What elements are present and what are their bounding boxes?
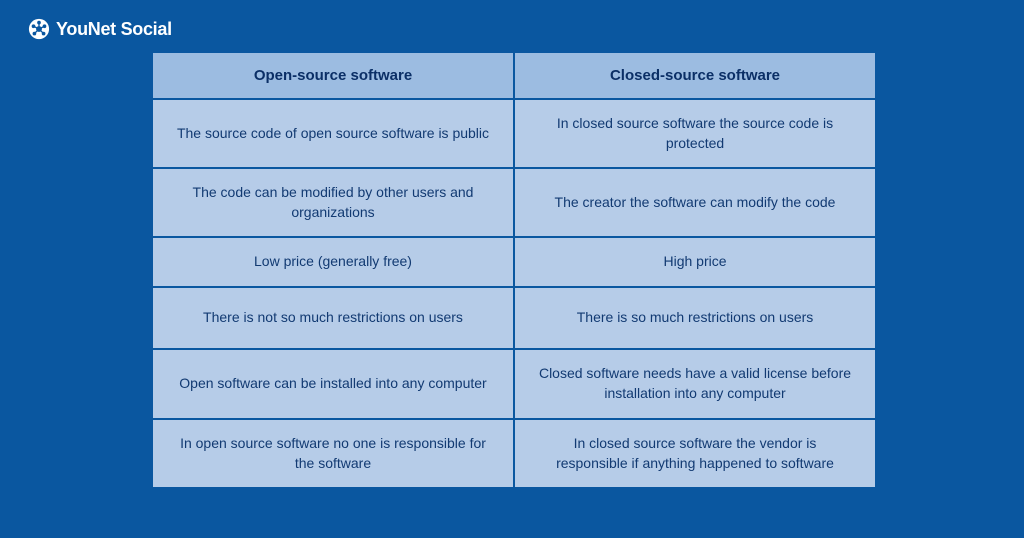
- cell-open-source: Open software can be installed into any …: [152, 349, 514, 419]
- cell-closed-source: In closed source software the vendor is …: [514, 419, 876, 488]
- brand-name: YouNet Social: [56, 19, 172, 40]
- cell-closed-source: The creator the software can modify the …: [514, 168, 876, 237]
- cell-open-source: The code can be modified by other users …: [152, 168, 514, 237]
- column-header-closed-source: Closed-source software: [514, 52, 876, 99]
- table-row: There is not so much restrictions on use…: [152, 287, 876, 349]
- table-row: The source code of open source software …: [152, 99, 876, 168]
- cell-open-source: In open source software no one is respon…: [152, 419, 514, 488]
- cell-open-source: The source code of open source software …: [152, 99, 514, 168]
- cell-closed-source: High price: [514, 237, 876, 287]
- table-row: The code can be modified by other users …: [152, 168, 876, 237]
- comparison-table: Open-source software Closed-source softw…: [152, 52, 876, 488]
- table-row: Low price (generally free) High price: [152, 237, 876, 287]
- table-header-row: Open-source software Closed-source softw…: [152, 52, 876, 99]
- column-header-open-source: Open-source software: [152, 52, 514, 99]
- cell-open-source: Low price (generally free): [152, 237, 514, 287]
- brand-logo: YouNet Social: [28, 18, 172, 40]
- cell-closed-source: There is so much restrictions on users: [514, 287, 876, 349]
- cell-closed-source: Closed software needs have a valid licen…: [514, 349, 876, 419]
- network-icon: [28, 18, 50, 40]
- cell-open-source: There is not so much restrictions on use…: [152, 287, 514, 349]
- table-row: In open source software no one is respon…: [152, 419, 876, 488]
- cell-closed-source: In closed source software the source cod…: [514, 99, 876, 168]
- table-row: Open software can be installed into any …: [152, 349, 876, 419]
